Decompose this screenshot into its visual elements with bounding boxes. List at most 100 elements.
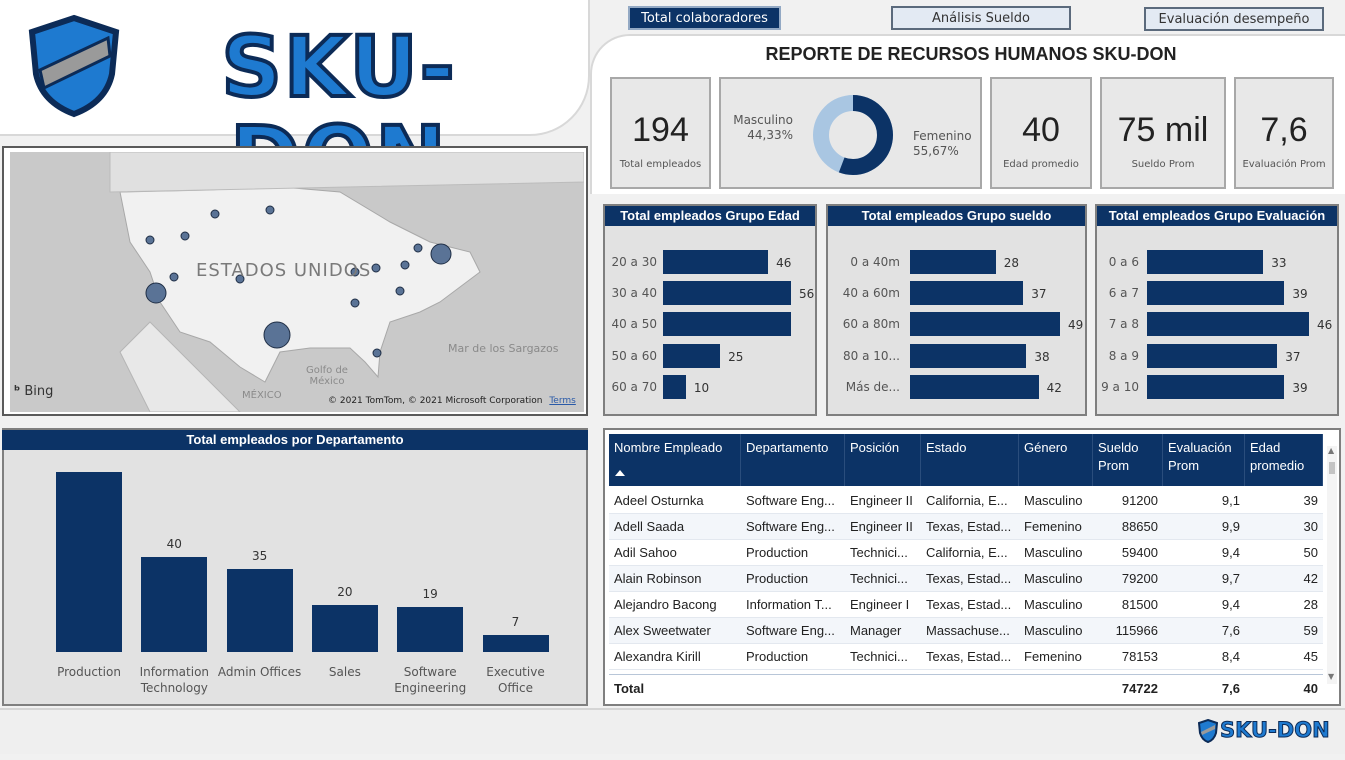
kpi-edad-promedio: 40 Edad promedio (990, 77, 1092, 189)
map-marker[interactable] (145, 235, 155, 245)
nav-total-colaboradores-button[interactable]: Total colaboradores (628, 6, 781, 30)
nav-evaluacion-desempeno-button[interactable]: Evaluación desempeño (1144, 7, 1324, 31)
scroll-up-icon[interactable]: ▲ (1328, 446, 1335, 455)
map-marker[interactable] (265, 205, 275, 215)
gender-donut-card: Masculino 44,33% Femenino 55,67% (719, 77, 982, 189)
bar-category-label: 40 a 50 (611, 317, 657, 332)
location-markers[interactable] (145, 205, 452, 358)
table-row[interactable]: Alain Robinson Production Technici... Texas… (609, 566, 1323, 592)
map-marker[interactable] (145, 282, 167, 304)
map-gulf-label: Golfo de México (306, 365, 348, 387)
table-cell: Technici... (850, 545, 908, 560)
bar[interactable] (56, 471, 122, 652)
map-marker[interactable] (413, 243, 423, 253)
table-cell: Engineer I (850, 597, 910, 612)
table-row[interactable]: Adeel Osturnka Software Eng... Engineer II… (609, 488, 1323, 514)
table-cell: Femenino (1024, 519, 1082, 534)
bar-category-label: 0 a 40m (850, 255, 900, 269)
bar[interactable] (910, 281, 1024, 306)
table-cell: Massachuse... (926, 623, 1010, 638)
table-cell: Alain Robinson (614, 571, 702, 586)
bar-value-label: 56 (799, 287, 815, 302)
scrollbar-thumb[interactable] (1329, 462, 1335, 474)
map-marker[interactable] (263, 321, 291, 349)
kpi-label: Total empleados (619, 159, 702, 170)
map-marker[interactable] (350, 298, 360, 308)
donut-label-masculino: Masculino 44,33% (733, 113, 793, 142)
table-row[interactable]: Alex Sweetwater Software Eng... Manager Mas… (609, 618, 1323, 644)
map-copyright: © 2021 TomTom, © 2021 Microsoft Corporat… (328, 396, 576, 406)
bar-value-label: 40 (166, 537, 182, 551)
employee-location-map[interactable]: ESTADOS UNIDOS Mar de los Sargazos Golfo… (10, 152, 584, 412)
table-cell: Adell Saada (614, 519, 685, 534)
bing-icon: ᵇ (14, 384, 21, 399)
bar[interactable] (663, 250, 769, 274)
column-header[interactable]: Estado (921, 434, 1019, 486)
table-cell: California, E... (926, 545, 1008, 560)
donut-slice-femenino[interactable] (813, 95, 893, 175)
bar[interactable] (910, 312, 1060, 337)
usa-landmass (119, 185, 481, 383)
bar-category-label: 50 a 60 (611, 348, 657, 363)
column-header[interactable]: Nombre Empleado (609, 434, 741, 486)
map-country-label: ESTADOS UNIDOS (196, 260, 372, 281)
map-marker[interactable] (180, 231, 190, 241)
column-header[interactable]: Edad promedio (1245, 434, 1323, 486)
map-marker[interactable] (371, 263, 381, 273)
bar-category-label: 80 a 10... (843, 348, 900, 363)
table-row[interactable]: Adil Sahoo Production Technici... Californi… (609, 540, 1323, 566)
table-row[interactable]: Alexandra Kirill Production Technici... Tex… (609, 644, 1323, 670)
bar-value-label: 33 (1271, 256, 1287, 270)
bar[interactable] (482, 635, 549, 652)
scroll-down-icon[interactable]: ▼ (1328, 672, 1335, 681)
bar-value-label: 28 (1003, 256, 1019, 270)
kpi-value: 40 (1022, 111, 1060, 149)
bar[interactable] (226, 568, 293, 652)
bar[interactable] (663, 281, 791, 306)
map-marker[interactable] (169, 272, 179, 282)
table-body: Adeel Osturnka Software Eng... Engineer II… (609, 488, 1323, 670)
bar[interactable] (910, 343, 1027, 368)
column-header[interactable]: Evaluación Prom (1163, 434, 1245, 486)
map-marker[interactable] (235, 274, 245, 284)
nav-analisis-sueldo-button[interactable]: Análisis Sueldo (891, 6, 1071, 30)
table-scrollbar[interactable]: ▲ ▼ (1327, 446, 1337, 684)
bar[interactable] (1147, 250, 1264, 274)
column-header[interactable]: Posición (845, 434, 921, 486)
bar[interactable] (663, 312, 791, 337)
kpi-sueldo-prom: 75 mil Sueldo Prom (1100, 77, 1226, 189)
column-header[interactable]: Departamento (741, 434, 845, 486)
bar[interactable] (663, 343, 721, 368)
bar[interactable] (397, 606, 464, 652)
table-cell: 28 (1303, 597, 1318, 612)
bar[interactable] (910, 250, 996, 274)
bar[interactable] (663, 374, 686, 399)
map-marker[interactable] (350, 267, 360, 277)
map-marker[interactable] (395, 286, 405, 296)
column-header[interactable]: Sueldo Prom (1093, 434, 1163, 486)
bar[interactable] (141, 557, 208, 652)
map-marker[interactable] (430, 243, 452, 265)
bar-category-label: 7 a 8 (1108, 317, 1139, 332)
gender-donut-chart[interactable] (811, 93, 895, 177)
table-row[interactable]: Alejandro Bacong Information T... Engineer… (609, 592, 1323, 618)
bar[interactable] (311, 604, 378, 652)
table-row[interactable]: Adell Saada Software Eng... Engineer II Tex… (609, 514, 1323, 540)
bar[interactable] (1147, 312, 1309, 337)
bar[interactable] (910, 374, 1039, 399)
table-cell: 59400 (1121, 545, 1158, 560)
bar[interactable] (1147, 343, 1278, 368)
map-marker[interactable] (372, 348, 382, 358)
map-marker[interactable] (210, 209, 220, 219)
bar[interactable] (1147, 374, 1285, 399)
column-header[interactable]: Género (1019, 434, 1093, 486)
bar[interactable] (1147, 281, 1285, 306)
sort-ascending-icon[interactable] (615, 470, 625, 476)
table-cell: 9,4 (1221, 545, 1240, 560)
map-terms-link[interactable]: Terms (549, 396, 576, 406)
table-cell: Manager (850, 623, 902, 638)
chart-grupo-evaluacion: Total empleados Grupo Evaluación 0 a 6 33… (1095, 204, 1339, 416)
map-marker[interactable] (400, 260, 410, 270)
table-cell: 8,4 (1221, 649, 1240, 664)
